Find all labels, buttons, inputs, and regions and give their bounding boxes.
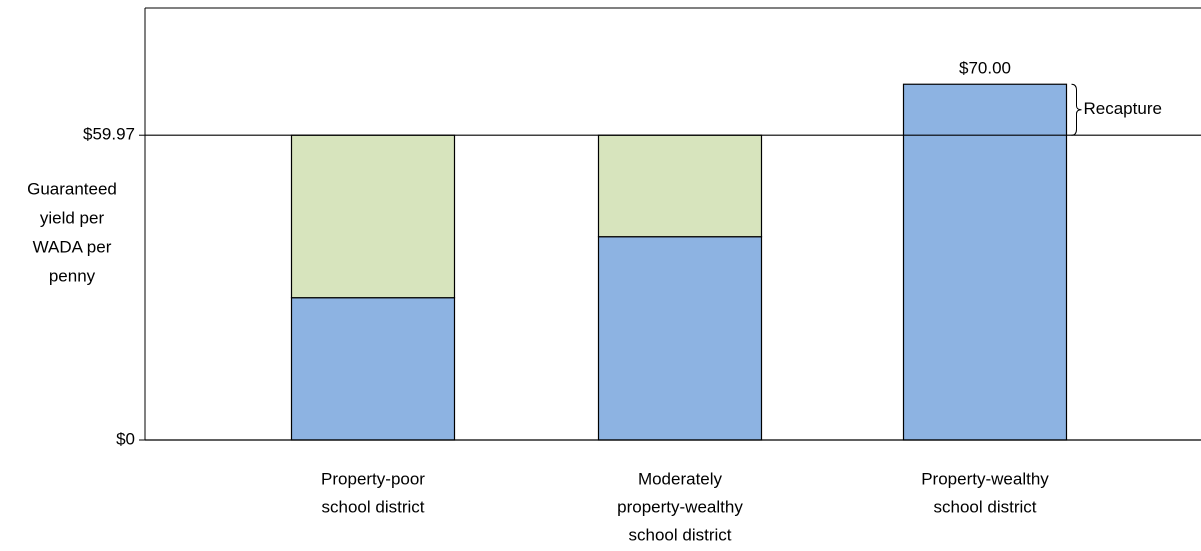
x-tick-label: school district — [934, 497, 1037, 516]
x-tick-label: school district — [629, 525, 732, 544]
annotation: Recapture — [1084, 99, 1162, 118]
y-axis-label: WADA per — [33, 237, 112, 256]
bar-segment — [597, 236, 763, 441]
y-tick-label: $0 — [116, 429, 135, 448]
data-label: $70.00 — [959, 59, 1011, 78]
y-axis-label: yield per — [40, 208, 105, 227]
y-tick-label: $59.97 — [83, 125, 135, 144]
x-tick-label: school district — [322, 497, 425, 516]
bar-segment — [290, 134, 456, 299]
x-tick-label: property-wealthy — [617, 497, 743, 516]
bar-segment — [902, 83, 1068, 441]
brace — [1071, 83, 1082, 136]
bar-segment — [597, 134, 763, 238]
x-tick-label: Moderately — [638, 469, 723, 488]
x-tick-label: Property-wealthy — [921, 469, 1049, 488]
x-tick-label: Property-poor — [321, 469, 425, 488]
y-axis-label: penny — [49, 266, 96, 285]
bar-segment — [290, 297, 456, 441]
y-axis-label: Guaranteed — [27, 179, 117, 198]
